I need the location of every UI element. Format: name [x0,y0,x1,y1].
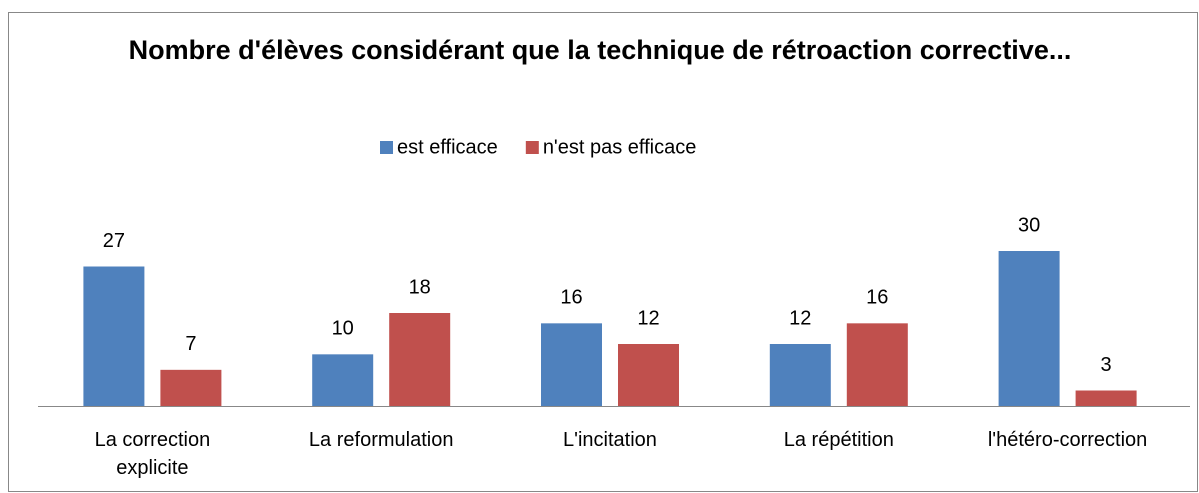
data-label: 12 [789,307,811,329]
x-tick-label: La reformulation [308,429,454,451]
data-label: 18 [409,276,431,298]
x-tick-label: L'incitation [563,429,657,451]
bar [83,266,145,406]
x-tick-label: La répétition [783,429,894,451]
data-label: 12 [637,307,659,329]
bar [1075,390,1137,406]
data-label: 3 [1101,354,1112,376]
data-label: 16 [866,287,888,309]
bar [312,354,374,406]
x-tick-label: l'hétéro-correction [987,429,1148,451]
chart-title: Nombre d'élèves considérant que la techn… [128,35,1072,65]
bar [998,251,1060,406]
data-label: 16 [560,287,582,309]
data-label: 30 [1018,214,1040,236]
data-label: 10 [332,318,354,340]
bar [769,344,831,406]
bar [846,323,908,406]
bar [389,313,451,406]
bar [541,323,602,406]
bar [618,344,679,406]
legend-swatch [380,141,393,154]
x-tick-label: La correction explicite [94,429,211,479]
bar [160,369,222,406]
legend-label: est efficace [397,136,498,158]
legend-label: n'est pas efficace [543,136,697,158]
data-label: 7 [185,333,196,355]
legend-swatch [525,141,539,154]
data-label: 27 [103,230,125,252]
